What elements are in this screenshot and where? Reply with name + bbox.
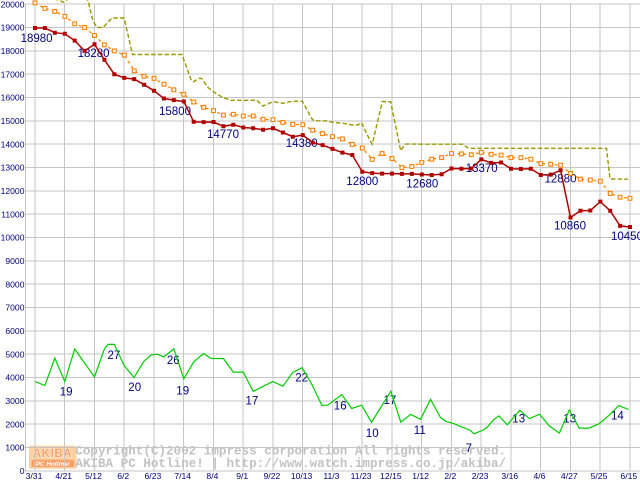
svg-text:8000: 8000 [5,279,24,289]
svg-text:14000: 14000 [1,139,25,149]
svg-text:10: 10 [366,428,379,440]
svg-text:AKIBA PC Hotline! | http://www: AKIBA PC Hotline! | http://www.watch.imp… [75,457,506,471]
svg-text:6000: 6000 [5,326,24,336]
svg-text:0: 0 [20,466,25,476]
svg-text:9/1: 9/1 [236,471,248,480]
svg-text:22: 22 [295,372,308,384]
svg-text:11/23: 11/23 [351,471,372,480]
svg-text:4/6: 4/6 [534,471,546,480]
svg-text:12/15: 12/15 [380,471,402,480]
svg-text:20: 20 [128,382,141,394]
svg-text:15800: 15800 [159,106,191,118]
svg-text:17: 17 [246,396,259,408]
svg-text:1000: 1000 [5,443,24,453]
svg-text:10450: 10450 [611,231,640,243]
svg-text:4/21: 4/21 [55,471,72,480]
svg-text:11000: 11000 [1,209,24,219]
svg-text:5/25: 5/25 [591,471,608,480]
svg-text:6/23: 6/23 [145,471,162,480]
svg-text:9000: 9000 [5,256,24,266]
svg-text:3/16: 3/16 [501,471,518,480]
svg-text:14: 14 [611,411,624,423]
svg-text:20000: 20000 [1,0,25,9]
svg-text:11: 11 [414,425,426,437]
svg-text:13: 13 [512,414,525,426]
svg-text:6/2: 6/2 [117,471,129,480]
svg-text:12800: 12800 [346,176,378,188]
svg-text:15000: 15000 [1,116,25,126]
svg-text:12680: 12680 [406,179,438,191]
svg-text:7: 7 [466,443,472,455]
svg-text:19000: 19000 [1,23,25,33]
svg-text:19: 19 [176,385,189,397]
svg-text:PC Hotline!: PC Hotline! [36,461,70,468]
svg-text:2000: 2000 [5,419,24,429]
svg-text:10860: 10860 [554,220,586,232]
svg-text:7000: 7000 [5,303,24,313]
svg-text:5000: 5000 [5,349,24,359]
svg-text:3/31: 3/31 [26,471,43,480]
svg-text:4000: 4000 [5,373,24,383]
svg-text:11/3: 11/3 [323,471,339,480]
svg-text:18000: 18000 [1,46,25,56]
svg-text:19: 19 [60,387,73,399]
svg-text:18980: 18980 [21,33,53,45]
svg-text:10/13: 10/13 [291,471,313,480]
svg-text:5/12: 5/12 [85,471,102,480]
svg-text:3000: 3000 [5,396,24,406]
svg-text:4/27: 4/27 [561,471,578,480]
svg-text:16: 16 [334,401,347,413]
svg-text:27: 27 [108,350,121,362]
svg-text:14770: 14770 [207,129,239,141]
svg-text:13000: 13000 [1,163,25,173]
svg-text:6/15: 6/15 [620,471,637,480]
svg-text:8/4: 8/4 [206,471,218,480]
svg-text:10000: 10000 [1,233,25,243]
svg-text:17000: 17000 [1,69,25,79]
svg-text:1/12: 1/12 [412,471,429,480]
svg-text:Copyright(C)2002 impress corpo: Copyright(C)2002 impress corporation All… [75,445,506,459]
svg-text:AKIBA: AKIBA [33,448,72,460]
svg-text:16000: 16000 [1,93,25,103]
svg-text:7/14: 7/14 [174,471,191,480]
svg-text:2/2: 2/2 [444,471,456,480]
svg-text:2/23: 2/23 [472,471,489,480]
svg-text:12000: 12000 [1,186,25,196]
svg-text:9/22: 9/22 [264,471,281,480]
